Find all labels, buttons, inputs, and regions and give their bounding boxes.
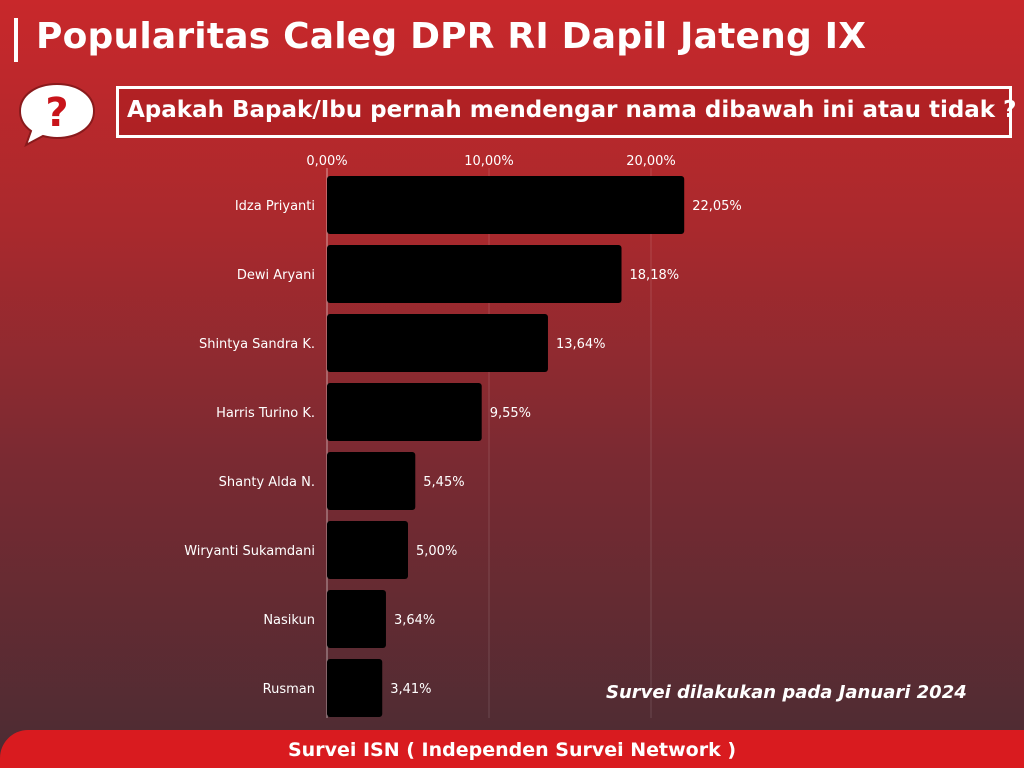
bar-5 <box>327 521 408 579</box>
value-label-2: 13,64% <box>556 337 606 352</box>
value-label-6: 3,64% <box>394 613 435 628</box>
category-label-1: Dewi Aryani <box>237 268 315 283</box>
page-title: Popularitas Caleg DPR RI Dapil Jateng IX <box>36 16 867 57</box>
bar-6 <box>327 590 386 648</box>
category-label-7: Rusman <box>263 682 315 697</box>
category-label-2: Shintya Sandra K. <box>199 337 315 352</box>
bar-1 <box>327 245 622 303</box>
survey-date-note: Survei dilakukan pada Januari 2024 <box>606 682 967 703</box>
question-text: Apakah Bapak/Ibu pernah mendengar nama d… <box>127 97 1017 123</box>
category-label-6: Nasikun <box>263 613 315 628</box>
category-label-3: Harris Turino K. <box>216 406 315 421</box>
bar-7 <box>327 659 383 717</box>
bar-chart: 0,00% 10,00% 20,00% Idza Priyanti 22,05% Dew… <box>184 154 742 718</box>
category-label-0: Idza Priyanti <box>235 199 315 214</box>
question-mark-glyph: ? <box>45 90 68 136</box>
value-label-4: 5,45% <box>423 475 464 490</box>
value-label-0: 22,05% <box>692 199 742 214</box>
footer-text: Survei ISN ( Independen Survei Network ) <box>287 739 737 761</box>
category-label-4: Shanty Alda N. <box>219 475 315 490</box>
tick-label-1: 10,00% <box>464 154 514 169</box>
value-label-3: 9,55% <box>490 406 531 421</box>
tick-label-0: 0,00% <box>306 154 347 169</box>
value-label-5: 5,00% <box>416 544 457 559</box>
tick-label-2: 20,00% <box>626 154 676 169</box>
footer-banner: Survei ISN ( Independen Survei Network ) <box>0 730 1024 768</box>
bars <box>327 176 685 717</box>
bar-3 <box>327 383 482 441</box>
bar-4 <box>327 452 416 510</box>
value-label-1: 18,18% <box>630 268 680 283</box>
category-label-5: Wiryanti Sukamdani <box>184 544 315 559</box>
speech-bubble-question-icon: ? <box>18 82 96 148</box>
bar-0 <box>327 176 685 234</box>
bar-2 <box>327 314 548 372</box>
value-label-7: 3,41% <box>390 682 431 697</box>
question-box: Apakah Bapak/Ibu pernah mendengar nama d… <box>116 86 1016 138</box>
axis-ticks: 0,00% 10,00% 20,00% <box>306 154 675 169</box>
labels: Idza Priyanti 22,05% Dewi Aryani 18,18% Shin… <box>184 199 742 697</box>
title-accent-bar <box>14 18 18 62</box>
